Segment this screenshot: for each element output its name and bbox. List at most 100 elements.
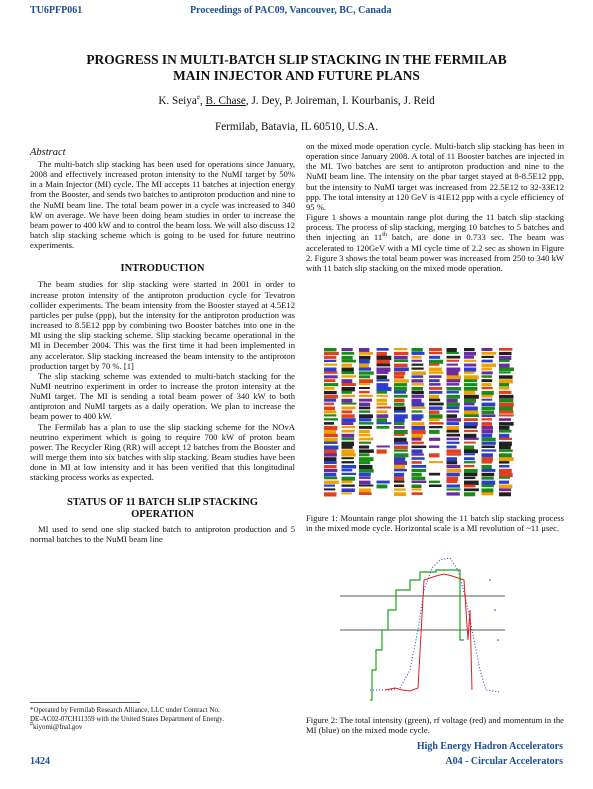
mountain-trace-segment (464, 468, 478, 473)
mountain-trace-segment (394, 461, 407, 465)
mountain-trace-segment (464, 461, 476, 464)
mountain-trace-segment (481, 465, 492, 470)
mountain-trace-segment (411, 445, 427, 449)
author-first: K. Seiya (158, 95, 197, 107)
mountain-trace-segment (324, 433, 338, 437)
mountain-trace-segment (376, 375, 388, 380)
mountain-trace-segment (411, 359, 422, 362)
mountain-trace-segment (499, 461, 510, 464)
mountain-trace-segment (411, 429, 426, 435)
mountain-trace-segment (324, 367, 337, 372)
mountain-trace-segment (376, 394, 388, 397)
mountain-trace-segment (429, 437, 441, 441)
mountain-trace-segment (341, 422, 354, 426)
mountain-trace-segment (359, 375, 371, 379)
mountain-trace-segment (446, 429, 459, 433)
mountain-trace-segment (446, 437, 460, 441)
mountain-trace-segment (429, 453, 440, 458)
mountain-trace-segment (446, 398, 458, 403)
page-number: 1424 (30, 756, 50, 767)
footnote-line-1: *Operated by Fermilab Research Alliance,… (30, 706, 220, 714)
mountain-trace-segment (499, 449, 513, 452)
mountain-trace-segment (411, 476, 426, 481)
title-line-2: MAIN INJECTOR AND FUTURE PLANS (173, 68, 420, 83)
mountain-trace-segment (324, 383, 339, 387)
mountain-trace-segment (411, 348, 423, 352)
mountain-trace-segment (499, 390, 512, 394)
mountain-trace-segment (464, 418, 478, 422)
mountain-trace-segment (411, 375, 424, 378)
mountain-trace-segment (324, 371, 338, 374)
mountain-trace-segment (394, 418, 405, 423)
mountain-trace-segment (324, 468, 338, 473)
mountain-trace-segment (341, 355, 353, 360)
mountain-trace-segment (341, 476, 355, 481)
mountain-trace-segment (481, 480, 496, 485)
mountain-trace-segment (481, 437, 496, 442)
mountain-trace-segment (324, 363, 338, 366)
status-heading-line-1: STATUS OF 11 BATCH SLIP STACKING (66, 496, 259, 508)
mountain-trace-segment (394, 472, 405, 477)
mountain-trace-segment (341, 453, 356, 457)
mountain-trace-segment (341, 383, 356, 386)
mountain-trace-segment (464, 445, 475, 450)
figure-1-mountain-range-plot (320, 346, 520, 502)
mountain-trace-segment (464, 359, 477, 362)
mountain-trace-segment (446, 383, 460, 386)
mountain-trace-segment (394, 359, 409, 363)
mountain-trace-segment (324, 398, 337, 402)
mountain-trace-segment (499, 465, 510, 468)
mountain-trace-segment (446, 472, 460, 477)
mountain-trace-segment (429, 375, 442, 378)
mountain-trace-segment (324, 406, 335, 411)
mountain-trace-segment (341, 426, 356, 429)
mountain-trace-segment (394, 429, 408, 435)
mountain-trace-segment (324, 457, 337, 462)
mountain-trace-segment (446, 406, 460, 410)
mountain-trace-segment (359, 433, 371, 437)
mountain-trace-segment (464, 441, 476, 444)
mountain-trace-segment (324, 484, 335, 487)
mountain-trace-segment (429, 445, 440, 448)
mountain-trace-segment (359, 429, 370, 434)
mountain-trace-segment (411, 484, 422, 488)
mountain-trace-segment (464, 476, 476, 480)
mountain-trace-segment (324, 461, 337, 464)
mountain-trace-segment (324, 375, 338, 379)
mountain-trace-segment (324, 355, 337, 359)
mountain-trace-segment (464, 390, 476, 395)
mountain-trace-segment (394, 387, 407, 392)
intro-paragraph-2: The slip stacking scheme was extended to… (30, 370, 295, 422)
mountain-trace-segment (446, 351, 459, 355)
mountain-trace-segment (429, 398, 441, 402)
mountain-trace-segment (341, 465, 357, 469)
mountain-trace-segment (499, 375, 513, 379)
mountain-trace-segment (394, 441, 409, 445)
mountain-trace-segment (324, 379, 336, 383)
mountain-trace-segment (376, 422, 392, 425)
mountain-trace-segment (446, 348, 457, 353)
mountain-trace-segment (481, 488, 494, 493)
mountain-trace-segment (324, 488, 336, 491)
mountain-trace-segment (411, 355, 422, 359)
mountain-trace-segment (359, 484, 374, 487)
mountain-trace-segment (429, 429, 440, 434)
status-paragraph-2: Figure 1 shows a mountain range plot dur… (306, 212, 564, 273)
mountain-trace-segment (481, 472, 495, 477)
author-mark: # (196, 95, 200, 102)
mountain-trace-segment (464, 484, 476, 488)
mountain-trace-segment (359, 426, 372, 429)
mountain-trace-segment (394, 398, 405, 402)
footnote-line-2: DE-AC02-07CH11359 with the United States… (30, 714, 224, 723)
mountain-trace-segment (429, 355, 441, 359)
mountain-trace-segment (324, 348, 337, 352)
mountain-trace-segment (341, 394, 356, 398)
mountain-trace-segment (481, 359, 493, 363)
title-line-1: PROGRESS IN MULTI-BATCH SLIP STACKING IN… (86, 52, 507, 67)
ordinal-suffix: th (382, 232, 387, 239)
mountain-trace-segment (499, 414, 514, 417)
mountain-trace-segment (394, 402, 405, 406)
mountain-trace-segment (499, 476, 510, 479)
mountain-trace-segment (446, 390, 459, 394)
mountain-trace-segment (464, 414, 479, 417)
